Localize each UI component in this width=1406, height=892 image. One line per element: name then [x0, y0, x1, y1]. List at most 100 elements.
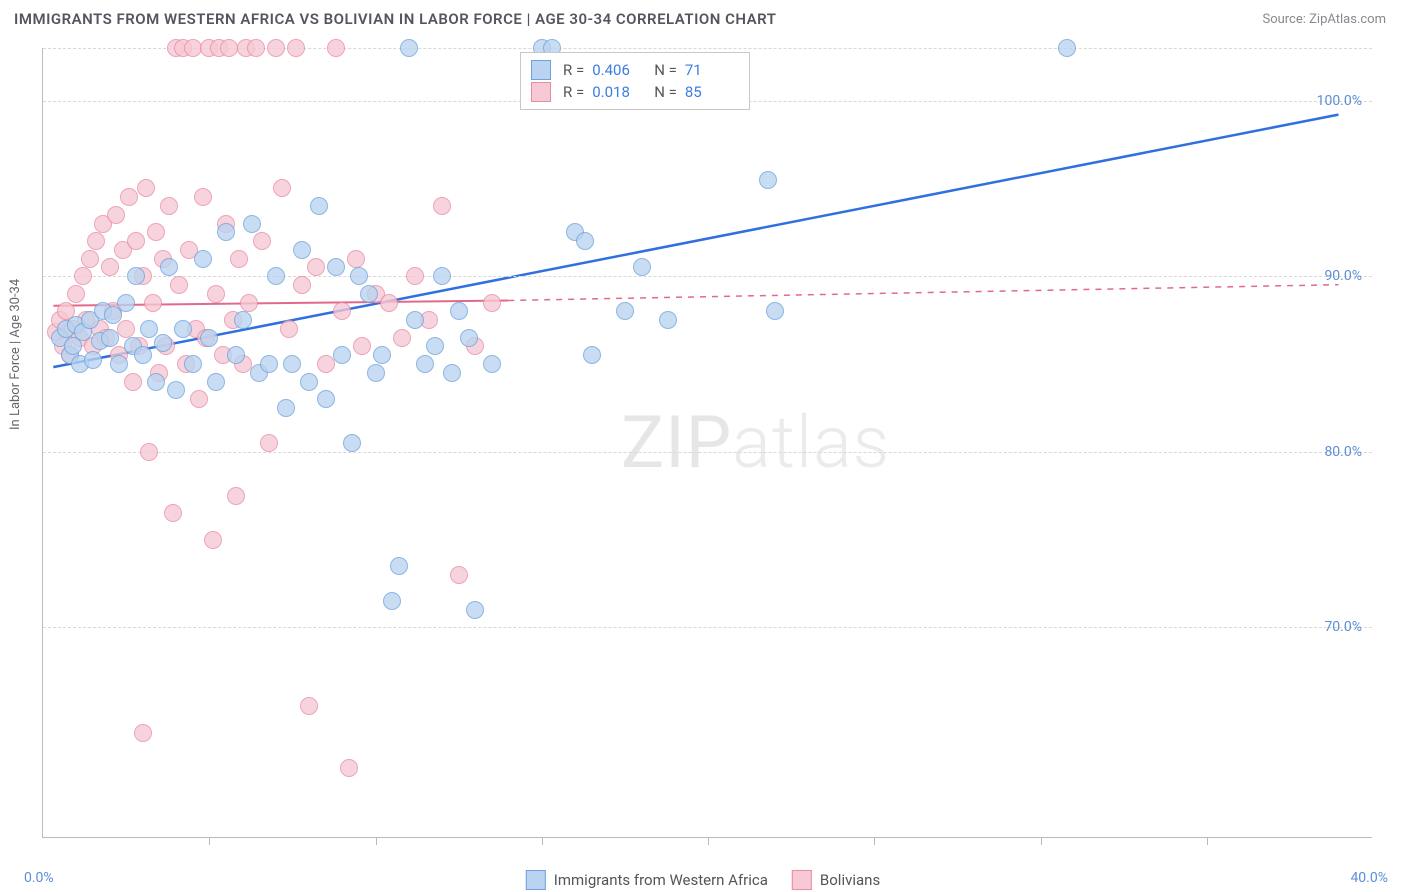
data-point — [353, 337, 371, 355]
data-point — [759, 171, 777, 189]
data-point — [310, 197, 328, 215]
data-point — [273, 179, 291, 197]
data-point — [147, 223, 165, 241]
data-point — [217, 223, 235, 241]
data-point — [466, 601, 484, 619]
data-point — [230, 250, 248, 268]
data-point — [227, 346, 245, 364]
data-point — [247, 39, 265, 57]
data-point — [343, 434, 361, 452]
x-tick — [542, 837, 543, 845]
data-point — [167, 381, 185, 399]
trend-lines-layer — [43, 48, 1372, 837]
data-point — [340, 759, 358, 777]
data-point — [390, 557, 408, 575]
series-legend: Immigrants from Western Africa Bolivians — [526, 870, 880, 890]
data-point — [120, 188, 138, 206]
data-point — [483, 294, 501, 312]
legend-swatch — [526, 870, 546, 890]
data-point — [243, 215, 261, 233]
data-point — [220, 39, 238, 57]
data-point — [227, 487, 245, 505]
data-point — [234, 311, 252, 329]
chart-plot-area: ZIPatlas 70.0%80.0%90.0%100.0% — [42, 48, 1372, 838]
data-point — [164, 504, 182, 522]
data-point — [110, 355, 128, 373]
r-value: 0.406 — [592, 59, 642, 81]
data-point — [124, 373, 142, 391]
data-point — [134, 724, 152, 742]
data-point — [333, 346, 351, 364]
data-point — [190, 390, 208, 408]
legend-swatch — [531, 60, 551, 80]
data-point — [127, 267, 145, 285]
data-point — [287, 39, 305, 57]
data-point — [307, 258, 325, 276]
data-point — [317, 355, 335, 373]
legend-swatch — [531, 82, 551, 102]
data-point — [327, 258, 345, 276]
data-point — [400, 39, 418, 57]
data-point — [81, 250, 99, 268]
data-point — [380, 294, 398, 312]
legend-item: Bolivians — [792, 870, 880, 890]
data-point — [576, 232, 594, 250]
y-tick-label: 70.0% — [1324, 619, 1362, 635]
data-point — [416, 355, 434, 373]
legend-label: Bolivians — [820, 871, 880, 889]
data-point — [240, 294, 258, 312]
data-point — [101, 258, 119, 276]
data-point — [293, 276, 311, 294]
data-point — [74, 267, 92, 285]
trend-line — [53, 115, 1338, 367]
data-point — [583, 346, 601, 364]
legend-stat-row: R = 0.018 N = 85 — [531, 81, 735, 103]
x-tick — [1041, 837, 1042, 845]
legend-label: Immigrants from Western Africa — [554, 871, 768, 889]
data-point — [616, 302, 634, 320]
r-label: R = — [563, 81, 584, 103]
data-point — [260, 434, 278, 452]
legend-swatch — [792, 870, 812, 890]
data-point — [144, 294, 162, 312]
x-tick — [874, 837, 875, 845]
data-point — [317, 390, 335, 408]
n-label: N = — [654, 59, 677, 81]
data-point — [160, 197, 178, 215]
chart-title: IMMIGRANTS FROM WESTERN AFRICA VS BOLIVI… — [14, 10, 776, 28]
data-point — [350, 267, 368, 285]
data-point — [140, 443, 158, 461]
data-point — [450, 302, 468, 320]
data-point — [174, 320, 192, 338]
data-point — [433, 267, 451, 285]
data-point — [443, 364, 461, 382]
data-point — [184, 39, 202, 57]
data-point — [207, 373, 225, 391]
data-point — [633, 258, 651, 276]
y-tick-label: 100.0% — [1317, 93, 1362, 109]
gridline — [43, 276, 1372, 277]
data-point — [460, 329, 478, 347]
data-point — [1058, 39, 1076, 57]
data-point — [204, 531, 222, 549]
data-point — [426, 337, 444, 355]
data-point — [333, 302, 351, 320]
r-value: 0.018 — [592, 81, 642, 103]
data-point — [127, 232, 145, 250]
legend-stat-row: R =0.406N =71 — [531, 59, 735, 81]
x-tick — [1207, 837, 1208, 845]
data-point — [406, 267, 424, 285]
data-point — [483, 355, 501, 373]
data-point — [184, 355, 202, 373]
data-point — [194, 188, 212, 206]
n-label: N = — [654, 81, 677, 103]
data-point — [87, 232, 105, 250]
data-point — [137, 179, 155, 197]
n-value: 85 — [685, 81, 735, 103]
data-point — [160, 258, 178, 276]
data-point — [327, 39, 345, 57]
data-point — [117, 294, 135, 312]
data-point — [293, 241, 311, 259]
data-point — [367, 364, 385, 382]
x-tick — [708, 837, 709, 845]
